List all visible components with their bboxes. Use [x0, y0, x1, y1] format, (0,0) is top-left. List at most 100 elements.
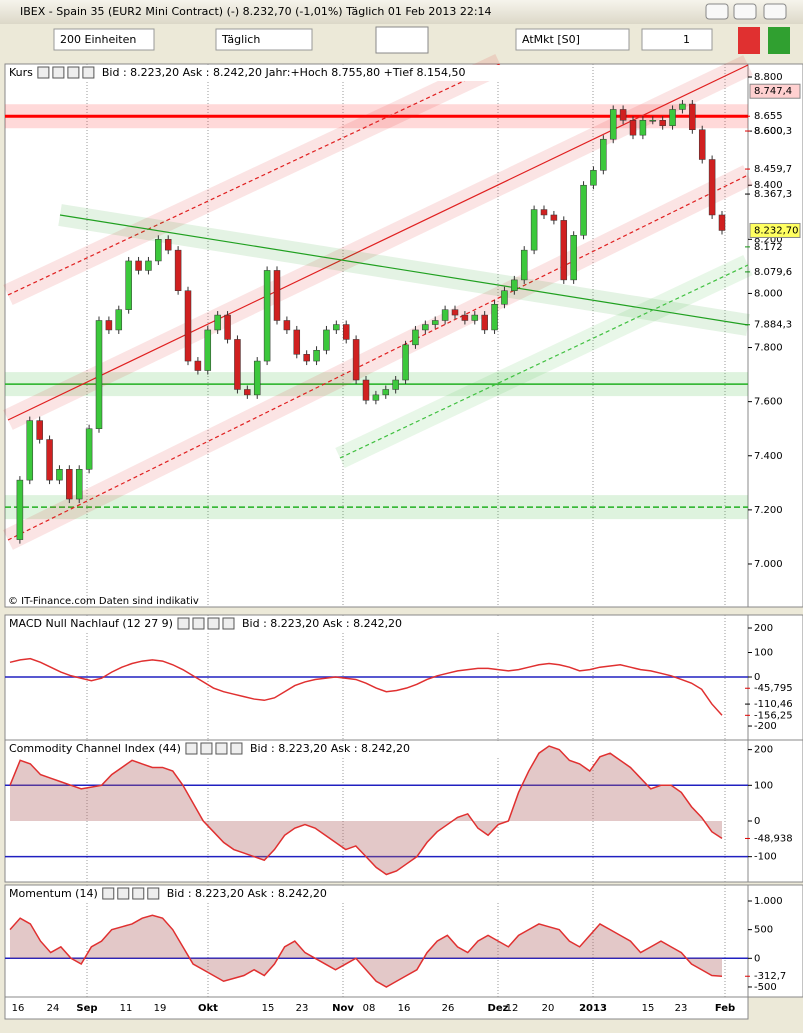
panel-subtitle: Bid : 8.223,20 Ask : 8.242,20	[242, 617, 402, 630]
trend-line	[7, 174, 749, 541]
panel-subtitle: Bid : 8.223,20 Ask : 8.242,20	[167, 887, 327, 900]
candle	[540, 209, 548, 216]
y-tick-label: 7.600	[754, 397, 783, 408]
candle	[273, 270, 281, 321]
price-axis	[747, 884, 803, 998]
line	[9, 914, 723, 988]
panel-icon[interactable]	[177, 617, 190, 630]
candle	[155, 239, 162, 262]
period-dropdown[interactable]	[215, 28, 313, 51]
line	[9, 745, 723, 876]
candle	[95, 320, 103, 429]
y-tick-label: 0	[754, 672, 760, 683]
units-dropdown[interactable]	[53, 28, 155, 51]
candle	[550, 214, 558, 221]
panel-icon[interactable]	[200, 742, 213, 755]
candle	[659, 120, 666, 126]
candle	[145, 260, 152, 271]
panel-icon[interactable]	[185, 742, 198, 755]
candle	[382, 389, 390, 396]
minimize-button[interactable]	[705, 3, 729, 20]
y-tick-label: 200	[754, 623, 773, 634]
quantity-input[interactable]	[641, 28, 713, 51]
panel-icon[interactable]	[117, 887, 130, 900]
panel-header	[6, 741, 506, 757]
candle	[431, 320, 439, 325]
candle	[362, 379, 370, 401]
candle	[36, 420, 43, 440]
indicator-button[interactable]	[375, 26, 429, 54]
y-tick-label: 200	[754, 745, 773, 756]
candle	[56, 469, 63, 481]
candle	[392, 379, 399, 390]
line	[9, 657, 723, 716]
price-marker-label: 8.600,3	[754, 126, 792, 137]
panel-icon[interactable]	[207, 617, 220, 630]
panel-icon[interactable]	[230, 742, 243, 755]
close-button[interactable]	[763, 3, 787, 20]
candle	[609, 109, 617, 140]
x-tick-label: Okt	[198, 1003, 218, 1014]
candle	[520, 249, 528, 281]
candle	[412, 329, 419, 346]
candle	[501, 290, 508, 305]
title-bar	[0, 0, 803, 24]
y-tick-label: 8.400	[754, 180, 783, 191]
window-title: IBEX - Spain 35 (EUR2 Mini Contract) (-)…	[20, 5, 492, 18]
sell-button[interactable]	[738, 27, 760, 54]
y-tick-label: 8.200	[754, 234, 783, 245]
y-tick-label: 8.800	[754, 72, 783, 83]
x-tick-label: 15	[262, 1003, 275, 1014]
x-tick-label: 23	[296, 1003, 309, 1014]
candle	[26, 420, 34, 481]
candle	[629, 120, 637, 136]
panel-icon[interactable]	[52, 66, 65, 79]
candle	[164, 239, 172, 251]
panel-subtitle: Bid : 8.223,20 Ask : 8.242,20	[250, 742, 410, 755]
price-marker-label: -48,938	[754, 833, 793, 844]
y-tick-label: 8.600	[754, 126, 783, 137]
panel-icon[interactable]	[215, 742, 228, 755]
x-tick-label: 23	[675, 1003, 688, 1014]
panel-header	[6, 886, 506, 902]
panel-icon[interactable]	[37, 66, 50, 79]
order-dropdown[interactable]	[515, 28, 630, 51]
panel-header	[6, 616, 506, 632]
panel-icon[interactable]	[82, 66, 95, 79]
panel-icon[interactable]	[102, 887, 115, 900]
watermark: © IT-Finance.com Daten sind indikativ	[8, 596, 199, 607]
panel-icon[interactable]	[67, 66, 80, 79]
candle	[323, 329, 330, 351]
price-marker-label: 8.172	[754, 242, 783, 253]
candle	[679, 103, 686, 110]
x-tick-label: Sep	[76, 1003, 97, 1014]
candle	[511, 279, 518, 291]
candle	[75, 469, 83, 500]
x-tick-label: Dez	[488, 1003, 509, 1014]
trend-line	[59, 214, 749, 326]
price-marker-label: 8.079,6	[754, 267, 792, 278]
candle	[214, 314, 221, 331]
panel-icon[interactable]	[222, 617, 235, 630]
candle	[333, 324, 340, 331]
candle	[342, 324, 350, 340]
panel-icon[interactable]	[192, 617, 205, 630]
price-marker-label: 7.884,3	[754, 320, 792, 331]
y-tick-label: 100	[754, 648, 773, 659]
candle	[135, 260, 142, 271]
y-tick-label: 7.000	[754, 559, 783, 570]
candle	[461, 314, 469, 321]
panel-icon[interactable]	[132, 887, 145, 900]
buy-button[interactable]	[768, 27, 790, 54]
maximize-button[interactable]	[733, 3, 757, 20]
price-marker-box	[749, 83, 801, 99]
x-tick-label: 24	[47, 1003, 60, 1014]
area	[10, 746, 722, 875]
candle	[313, 349, 320, 362]
candle	[698, 129, 706, 160]
panel-icon[interactable]	[147, 887, 160, 900]
candle	[481, 314, 488, 331]
panel-header	[6, 65, 506, 81]
price-marker-label: -312,7	[754, 971, 786, 982]
candle	[184, 290, 192, 362]
